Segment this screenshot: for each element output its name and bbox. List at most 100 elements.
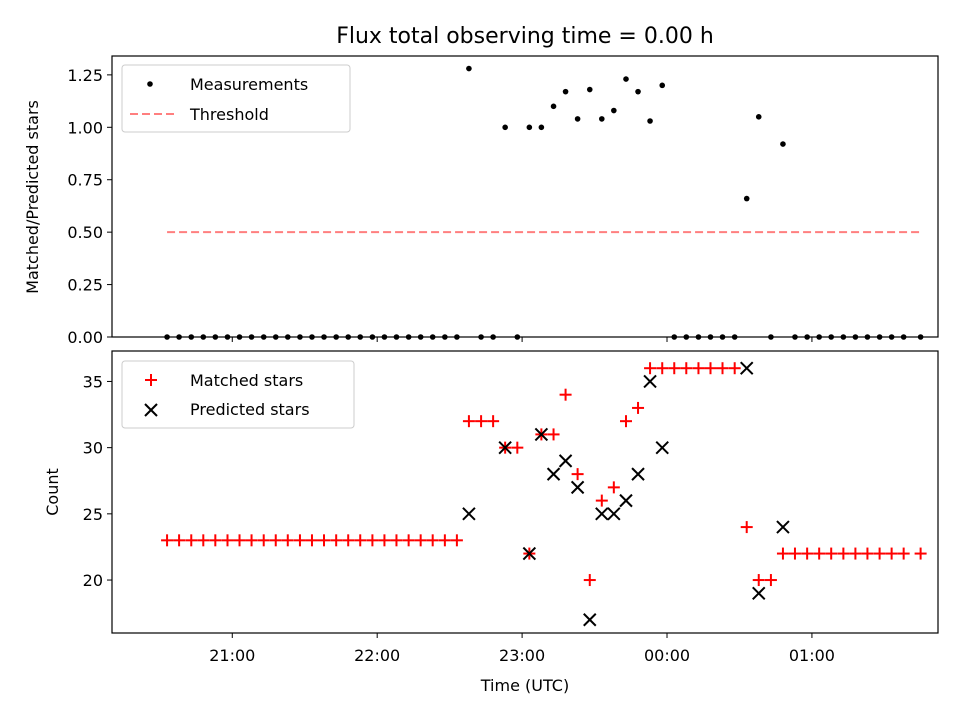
matched-star-point [209,534,222,547]
bottom-y-tick-label: 30 [83,439,103,458]
measurement-point [731,334,738,340]
matched-star-point [511,441,524,454]
measurement-point [200,334,207,340]
legend-threshold-label: Threshold [189,105,269,124]
measurement-point [236,334,243,340]
matched-star-point [728,362,741,375]
measurement-point [176,334,182,340]
top-y-tick-label: 1.00 [67,118,103,137]
measurement-point [550,103,557,110]
measurement-point [562,88,569,95]
matched-star-point [547,428,560,441]
measurement-point [514,334,521,340]
matched-star-point [281,534,294,547]
measurement-point [792,334,798,340]
predicted-star-point [776,520,790,534]
measurement-point [309,334,315,340]
measurement-point [828,334,834,340]
measurement-point [248,334,255,340]
matched-star-point [776,547,789,560]
predicted-star-point [498,440,512,455]
measurement-point [466,65,472,72]
matched-star-point [607,481,620,494]
measurement-point [297,334,303,340]
measurement-point [671,334,678,340]
matched-star-point [801,547,814,560]
matched-star-point [873,547,886,560]
top-y-tick-label: 0.25 [67,276,103,295]
matched-star-point [342,534,355,547]
measurement-point [876,334,883,340]
top-legend-box [121,64,351,133]
bottom-y-ticks: 20 25 30 35 [83,372,112,590]
top-panel: 0.00 0.25 0.50 0.75 1.00 1.25 Matched/Predict… [23,55,939,347]
measurement-point [743,195,750,202]
top-legend: Measurements Threshold [121,64,351,133]
matched-stars-points [161,362,927,587]
x-tick-label: 01:00 [789,646,835,665]
measurement-point [695,334,702,340]
x-axis-label: Time (UTC) [480,676,569,695]
measurement-point [659,82,666,89]
matched-star-point [788,547,801,560]
legend-measurements-marker [147,81,153,87]
predicted-star-point [643,374,657,389]
matched-star-point [656,362,669,375]
bottom-y-tick-label: 20 [83,571,103,590]
measurement-point [707,334,714,340]
measurement-point [840,334,847,340]
measurement-point [188,334,195,340]
matched-star-point [487,415,500,428]
matched-star-point [849,547,862,560]
matched-star-point [740,521,753,534]
measurement-point [623,76,629,82]
measurement-point [381,334,388,340]
matched-star-point [293,534,306,547]
measurement-point [888,334,895,340]
measurement-point [212,334,219,340]
matched-star-point [221,534,234,547]
matched-star-point [559,388,572,401]
matched-star-point [583,574,596,587]
matched-star-point [161,534,174,547]
measurement-point [780,141,786,147]
predicted-star-point [522,546,537,561]
matched-star-point [233,534,246,547]
measurement-point [357,334,364,340]
measurement-point [454,334,460,340]
matched-star-point [245,534,258,547]
bottom-y-tick-label: 25 [83,505,103,524]
measurement-point [345,334,352,340]
measurement-point [804,334,810,340]
measurement-point [405,334,412,340]
legend-matched-marker [145,374,157,386]
matched-star-point [426,534,439,547]
matched-star-point [305,534,318,547]
legend-predicted-label: Predicted stars [190,400,310,419]
measurement-point [768,334,774,340]
matched-star-point [885,547,898,560]
measurement-point [574,116,581,122]
matched-star-point [185,534,198,547]
measurement-points [164,65,924,340]
matched-star-point [366,534,379,547]
measurement-point [647,118,653,124]
matched-star-point [764,574,777,587]
top-y-tick-label: 0.75 [67,171,103,190]
matched-star-point [257,534,270,547]
top-x-ticks [231,337,813,342]
measurement-point [864,334,871,340]
predicted-star-point [607,507,621,521]
matched-star-point [318,534,331,547]
matched-star-point [378,534,391,547]
matched-star-point [692,362,705,375]
measurement-point [284,334,291,340]
top-y-tick-label: 1.25 [67,66,103,85]
predicted-star-point [631,467,645,481]
top-y-ticks: 0.00 0.25 0.50 0.75 1.00 1.25 [67,66,112,347]
matched-star-point [173,534,186,547]
predicted-star-point [619,493,633,508]
predicted-star-point [570,480,585,495]
measurement-point [429,334,436,340]
